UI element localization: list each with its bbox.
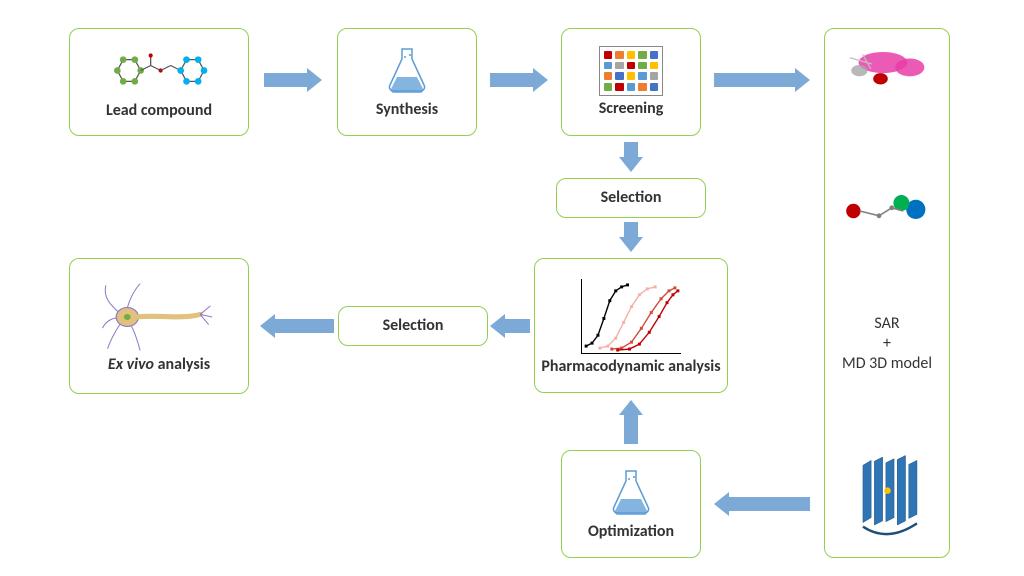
label-screening: Screening bbox=[599, 100, 664, 118]
label-exvivo: Ex vivo analysis bbox=[108, 356, 210, 374]
flask-icon-2 bbox=[611, 467, 651, 519]
box-lead-compound: Lead compound bbox=[69, 28, 249, 136]
flask-icon bbox=[387, 45, 427, 97]
box-ex-vivo: Ex vivo analysis bbox=[69, 258, 249, 394]
molecule-icon bbox=[109, 43, 209, 98]
box-sar-md3d: SAR + MD 3D model bbox=[824, 28, 950, 558]
sar-text-line3: MD 3D model bbox=[842, 354, 932, 374]
sar-text-line2: + bbox=[842, 334, 932, 354]
neuron-icon bbox=[99, 278, 219, 356]
box-optimization: Optimization bbox=[561, 450, 701, 558]
protein-icon bbox=[845, 453, 930, 543]
sar-blob-icon bbox=[837, 43, 937, 108]
sar-small-mol-icon bbox=[837, 187, 937, 235]
box-selection-1: Selection bbox=[556, 178, 706, 218]
label-lead: Lead compound bbox=[106, 102, 212, 120]
box-selection-2: Selection bbox=[338, 306, 488, 346]
label-pharma: Pharmacodynamic analysis bbox=[541, 358, 720, 376]
label-selection2: Selection bbox=[383, 317, 444, 335]
label-synthesis: Synthesis bbox=[376, 101, 438, 119]
box-pharmacodynamic: Pharmacodynamic analysis bbox=[534, 258, 728, 393]
label-optimization: Optimization bbox=[588, 523, 674, 541]
sar-text: SAR + MD 3D model bbox=[842, 314, 932, 374]
label-selection1: Selection bbox=[601, 189, 662, 207]
dose-response-chart bbox=[581, 279, 681, 354]
well-plate-icon bbox=[599, 46, 663, 96]
sar-text-line1: SAR bbox=[842, 314, 932, 334]
box-synthesis: Synthesis bbox=[337, 28, 477, 136]
box-screening: Screening bbox=[561, 28, 701, 136]
